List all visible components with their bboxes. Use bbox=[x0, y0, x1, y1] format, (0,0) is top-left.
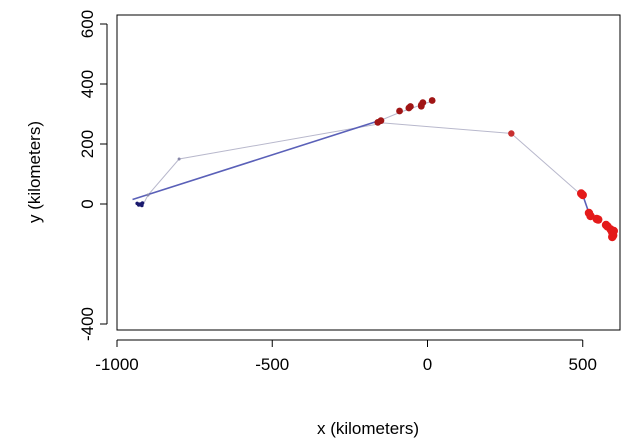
x-axis-title: x (kilometers) bbox=[317, 419, 419, 438]
y-axis: -400 0 200 400 600 bbox=[78, 10, 108, 341]
x-tick-label: 0 bbox=[423, 355, 432, 374]
data-point bbox=[377, 117, 385, 124]
data-point bbox=[417, 102, 425, 110]
y-tick-label: 400 bbox=[78, 70, 97, 98]
y-tick-label: 0 bbox=[78, 199, 97, 208]
data-point bbox=[586, 211, 595, 221]
x-tick-label: -1000 bbox=[95, 355, 138, 374]
trajectory-line bbox=[132, 119, 380, 201]
data-point bbox=[396, 107, 403, 115]
data-point bbox=[146, 193, 150, 197]
y-axis-title: y (kilometers) bbox=[25, 121, 44, 223]
data-point bbox=[594, 215, 603, 224]
trajectory-points bbox=[135, 97, 618, 242]
data-point bbox=[140, 201, 145, 205]
data-point bbox=[508, 130, 515, 137]
data-point bbox=[608, 231, 618, 240]
x-tick-label: -500 bbox=[255, 355, 289, 374]
y-tick-label: -400 bbox=[78, 307, 97, 341]
data-point bbox=[407, 103, 414, 110]
data-point bbox=[578, 190, 587, 200]
plot-frame bbox=[116, 14, 621, 331]
x-axis: -1000 -500 0 500 bbox=[95, 339, 597, 374]
x-tick-label: 500 bbox=[569, 355, 597, 374]
trajectory-lines bbox=[132, 100, 590, 214]
y-tick-label: 200 bbox=[78, 130, 97, 158]
data-point bbox=[428, 97, 436, 104]
trajectory-line bbox=[142, 122, 580, 205]
y-tick-label: 600 bbox=[78, 10, 97, 38]
data-point bbox=[177, 157, 181, 161]
